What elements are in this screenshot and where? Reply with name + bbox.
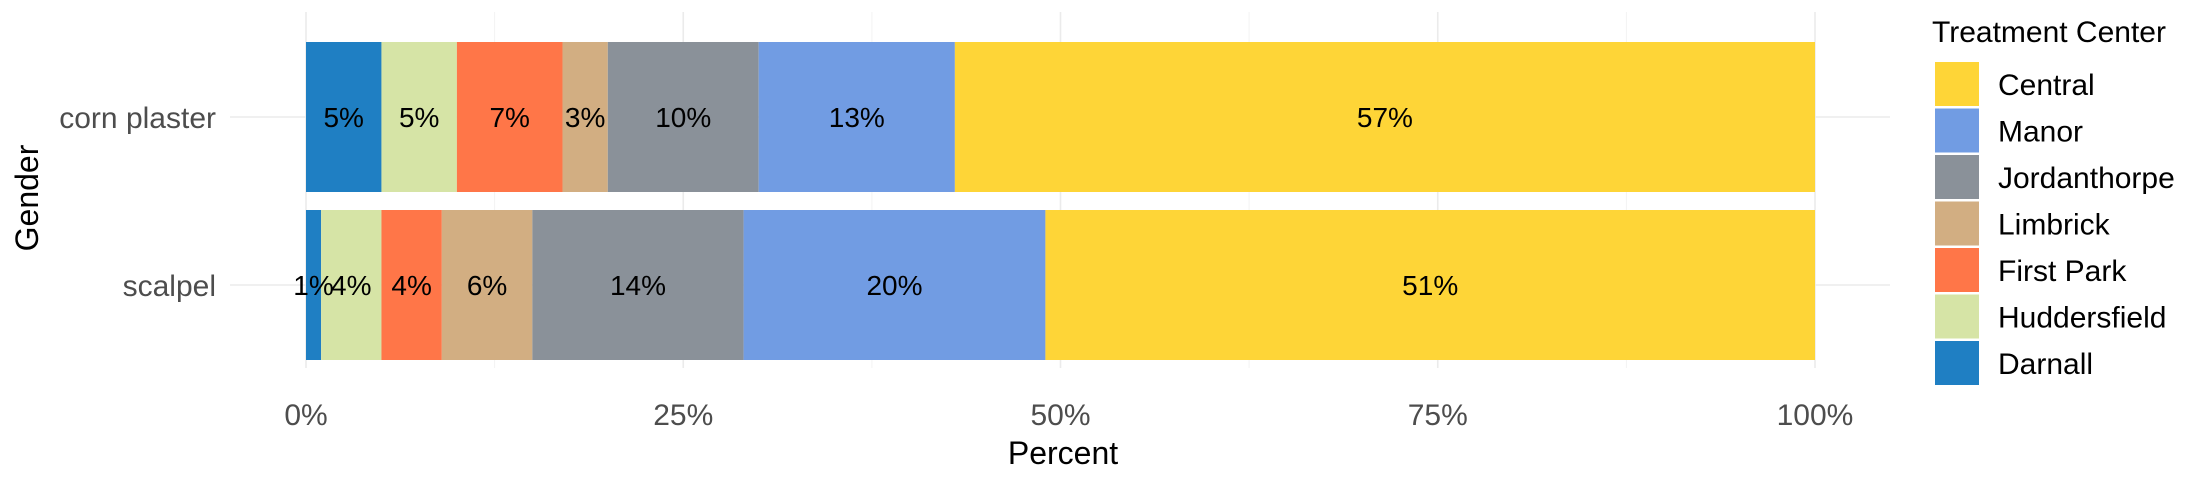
bar-segment-first-park [381, 210, 442, 360]
x-tick-label: 25% [653, 399, 713, 432]
legend-title: Treatment Center [1932, 16, 2166, 49]
y-tick-label: corn plaster [59, 102, 216, 135]
legend-key-first-park [1935, 248, 1979, 292]
bar-segment-jordanthorpe [607, 42, 759, 192]
segment-label: 20% [866, 270, 922, 301]
bar-segment-huddersfield [381, 42, 457, 192]
segment-label: 4% [391, 270, 431, 301]
legend-key-jordanthorpe [1935, 155, 1979, 199]
legend: Treatment Center Central Manor Jordanthorp… [1932, 16, 2175, 385]
legend-key-huddersfield [1935, 294, 1979, 339]
bar-segments [306, 42, 1815, 360]
y-axis-title: Gender [9, 144, 45, 251]
legend-key-central [1935, 62, 1979, 106]
bar-segment-huddersfield [321, 210, 382, 360]
bar-segment-manor [758, 42, 955, 192]
segment-label: 14% [610, 270, 666, 301]
legend-key-darnall [1935, 341, 1979, 385]
legend-label: First Park [1998, 255, 2127, 288]
x-tick-label: 0% [284, 399, 327, 432]
bar-segment-limbrick [441, 210, 533, 360]
x-tick-label: 75% [1408, 399, 1468, 432]
segment-label: 4% [331, 270, 371, 301]
segment-labels: 5% 5% 7% 3% 10% 13% 57%1%4% 4% 6% 14% 20% 51% [293, 102, 1458, 301]
bar-segment-darnall [306, 210, 322, 360]
bar-segment-central [954, 42, 1815, 192]
segment-label: 3% [565, 102, 605, 133]
legend-label: Limbrick [1998, 209, 2111, 242]
x-tick-label: 50% [1030, 399, 1090, 432]
segment-label: 13% [829, 102, 885, 133]
legend-label: Huddersfield [1998, 302, 2166, 335]
legend-key-limbrick [1935, 201, 1979, 246]
segment-label: 1% [293, 270, 333, 301]
segment-label: 7% [489, 102, 529, 133]
segment-label: 51% [1402, 270, 1458, 301]
segment-label: 5% [399, 102, 439, 133]
x-tick-label: 100% [1777, 399, 1854, 432]
bar-segment-manor [743, 210, 1046, 360]
legend-label: Manor [1998, 116, 2083, 149]
bar-segment-limbrick [562, 42, 608, 192]
bar-segment-central [1045, 210, 1815, 360]
y-tick-label: scalpel [123, 270, 216, 303]
legend-label: Central [1998, 69, 2095, 102]
segment-label: 10% [655, 102, 711, 133]
legend-key-manor [1935, 108, 1979, 153]
bar-segment-darnall [306, 42, 382, 192]
bar-segment-first-park [456, 42, 563, 192]
x-axis-ticks: 0% 25% 50% 75% 100% [284, 399, 1853, 432]
x-axis-title: Percent [1008, 435, 1118, 471]
legend-label: Darnall [1998, 348, 2093, 381]
segment-label: 5% [323, 102, 363, 133]
segment-label: 57% [1357, 102, 1413, 133]
bar-segment-jordanthorpe [532, 210, 744, 360]
segment-label: 6% [467, 270, 507, 301]
legend-label: Jordanthorpe [1998, 162, 2175, 195]
y-axis-ticks: corn plaster scalpel [59, 102, 216, 303]
